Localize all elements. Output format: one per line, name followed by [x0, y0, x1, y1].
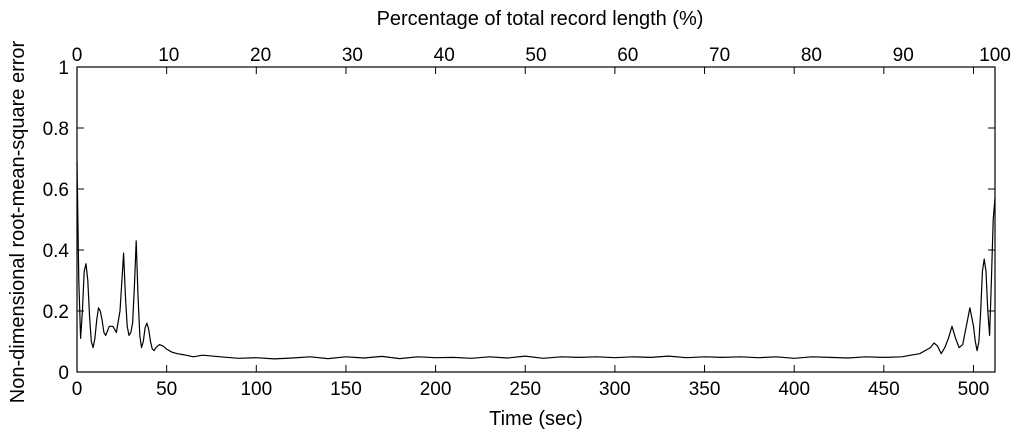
x-tick-label: 200 [420, 379, 452, 400]
x-tick-label: 500 [958, 379, 990, 400]
x-tick-label: 150 [330, 379, 362, 400]
top-x-tick-label: 50 [525, 45, 546, 66]
top-x-tick-label: 40 [434, 45, 455, 66]
top-x-tick-label: 70 [709, 45, 730, 66]
x-tick-label: 250 [509, 379, 541, 400]
top-x-tick-label: 90 [893, 45, 914, 66]
x-tick-label: 50 [156, 379, 177, 400]
y-tick-label: 0.4 [43, 241, 70, 262]
y-tick-label: 0.6 [43, 180, 69, 201]
top-x-tick-label: 80 [801, 45, 822, 66]
x-tick-label: 100 [240, 379, 272, 400]
top-x-tick-label: 10 [158, 45, 179, 66]
y-axis-title: Non-dimensional root-mean-square error [7, 40, 29, 403]
x-tick-label: 450 [868, 379, 900, 400]
x-tick-label: 350 [689, 379, 721, 400]
x-axis-title: Time (sec) [489, 408, 583, 430]
y-axis: 0 0.2 0.4 0.6 0.8 1 [43, 58, 995, 384]
top-x-tick-label: 30 [342, 45, 363, 66]
bottom-x-axis: 0 50 100 150 200 250 300 350 400 450 500 [72, 67, 990, 400]
y-tick-label: 1 [58, 58, 69, 79]
y-tick-label: 0.8 [43, 119, 69, 140]
top-x-axis: 0 10 20 30 40 50 60 70 80 90 100 [72, 45, 1011, 66]
x-tick-label: 400 [778, 379, 810, 400]
top-x-tick-label: 0 [72, 45, 83, 66]
top-x-tick-label: 100 [979, 45, 1011, 66]
x-tick-label: 300 [599, 379, 631, 400]
y-tick-label: 0.2 [43, 302, 69, 323]
rmse-series-line [76, 161, 996, 360]
top-x-tick-label: 20 [250, 45, 271, 66]
top-x-axis-title: Percentage of total record length (%) [377, 8, 704, 30]
plot-frame [76, 66, 996, 373]
x-tick-label: 0 [72, 379, 83, 400]
top-x-tick-label: 60 [617, 45, 638, 66]
y-tick-label: 0 [58, 363, 69, 384]
